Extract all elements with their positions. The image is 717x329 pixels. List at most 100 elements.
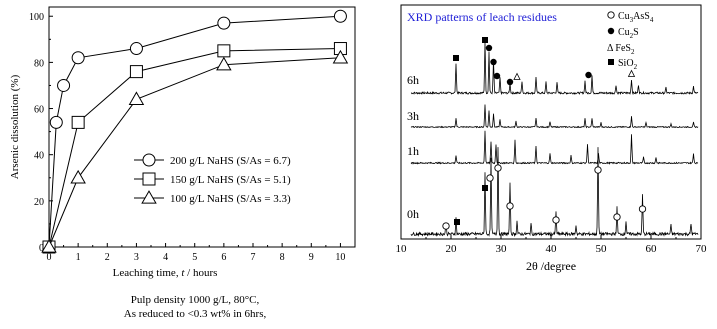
fes2-peak-marker xyxy=(513,72,521,80)
left-legend: 200 g/L NaHS (S/As = 6.7) 150 g/L NaHS (S… xyxy=(134,153,291,205)
legend-label: 100 g/L NaHS (S/As = 3.3) xyxy=(170,193,291,205)
circle-marker xyxy=(217,16,231,30)
legend-label: SiO2 xyxy=(618,58,638,71)
left-chart: 0 1 2 3 4 5 6 7 8 9 10 0 20 40 60 80 100 Leaching time,… xyxy=(9,6,356,279)
square-marker xyxy=(71,115,85,129)
legend-filled-square-icon xyxy=(608,59,614,65)
series-triangle xyxy=(41,49,349,253)
y-tick-label: 40 xyxy=(34,151,44,162)
cu3ass4-peak-marker xyxy=(613,213,621,221)
left-x-axis-label: Leaching time, t / hours xyxy=(113,267,218,279)
x-tick-label: 5 xyxy=(192,252,197,263)
x-tick-label: 20 xyxy=(446,243,458,255)
trace-label: 0h xyxy=(407,207,419,221)
right-x-ticks: 10 20 30 40 50 60 70 xyxy=(396,235,708,255)
cu3ass4-peak-marker xyxy=(594,166,602,174)
triangle-marker xyxy=(216,56,232,71)
series-line xyxy=(48,15,341,248)
cu3ass4-peak-marker xyxy=(552,216,560,224)
sio2-peak-marker xyxy=(482,37,488,43)
left-y-axis-label: Arsenic dissolution (%) xyxy=(9,74,21,179)
x-tick-label: 6 xyxy=(221,252,226,263)
triangle-marker xyxy=(70,169,86,184)
x-tick-label: 9 xyxy=(309,252,314,263)
trace-label: 3h xyxy=(407,109,419,123)
y-tick-label: 0 xyxy=(39,243,44,254)
right-chart-title: XRD patterns of leach residues xyxy=(407,10,557,24)
x-tick-label: 2 xyxy=(105,252,110,263)
cu2s-peak-marker xyxy=(493,72,501,80)
legend-open-circle-icon xyxy=(607,11,615,19)
sio2-peak-marker xyxy=(454,219,460,225)
right-chart: XRD patterns of leach residues 10 20 30 40 5… xyxy=(396,4,708,273)
series-square xyxy=(42,42,347,254)
fes2-peak-marker xyxy=(627,69,636,77)
triangle-marker xyxy=(41,239,57,253)
y-tick-label: 100 xyxy=(29,12,44,23)
legend-filled-circle-icon xyxy=(607,27,615,35)
legend-label: Cu3AsS4 xyxy=(618,11,654,24)
xrd-trace-3h xyxy=(410,104,699,129)
cu2s-peak-marker xyxy=(585,71,592,79)
left-series xyxy=(41,9,349,254)
legend-label: 200 g/L NaHS (S/As = 6.7) xyxy=(170,155,291,167)
cu3ass4-peak-marker xyxy=(638,205,647,213)
x-tick-label: 0 xyxy=(47,252,52,263)
x-tick-label: 60 xyxy=(646,243,658,255)
caption-line-2: As reduced to <0.3 wt% in 6hrs, xyxy=(123,308,267,320)
x-tick-label: 40 xyxy=(546,243,558,255)
cu2s-peak-marker xyxy=(506,78,514,86)
y-tick-label: 20 xyxy=(34,197,44,208)
square-marker xyxy=(217,44,231,58)
series-line xyxy=(48,48,341,248)
circle-marker xyxy=(142,153,156,167)
x-tick-label: 8 xyxy=(280,252,285,263)
right-x-axis-label: 2θ /degree xyxy=(526,259,576,273)
series-line xyxy=(48,57,341,248)
right-traces: 6h 3h 1h 0h xyxy=(407,41,699,238)
left-x-ticks: 0 1 2 3 4 5 6 7 8 9 10 xyxy=(47,243,345,263)
x-tick-label: 10 xyxy=(396,243,408,255)
right-peak-markers xyxy=(442,37,647,230)
xrd-trace-0h xyxy=(410,147,699,238)
legend-label: Δ FeS2 xyxy=(607,43,635,56)
right-plot-frame xyxy=(400,4,702,240)
legend-label: Cu2S xyxy=(618,27,639,40)
xrd-trace-1h xyxy=(410,130,699,165)
x-tick-label: 4 xyxy=(163,252,168,263)
triangle-marker xyxy=(141,190,157,204)
x-tick-label: 3 xyxy=(134,252,139,263)
triangle-marker xyxy=(332,49,349,64)
x-tick-label: 7 xyxy=(251,252,256,263)
legend-item-open-circle: Cu3AsS4 xyxy=(607,11,654,24)
circle-marker xyxy=(57,78,71,92)
trace-label: 6h xyxy=(407,73,419,87)
cu3ass4-peak-marker xyxy=(506,202,514,210)
y-tick-label: 60 xyxy=(34,105,44,116)
x-tick-label: 70 xyxy=(696,243,708,255)
cu3ass4-peak-marker xyxy=(486,174,494,182)
circle-marker xyxy=(129,42,143,56)
cu2s-peak-marker xyxy=(485,44,493,52)
circle-marker xyxy=(71,51,85,65)
sio2-peak-marker xyxy=(482,185,488,191)
cu3ass4-peak-marker xyxy=(494,164,502,172)
legend-item-filled-square: SiO2 xyxy=(608,58,638,71)
right-legend: Cu3AsS4 Cu2S Δ FeS2 SiO2 xyxy=(607,11,654,71)
xrd-trace-6h xyxy=(410,41,699,96)
caption-line-1: Pulp density 1000 g/L, 80°C, xyxy=(130,294,260,306)
circle-marker xyxy=(333,9,347,23)
x-tick-label: 10 xyxy=(335,252,345,263)
x-tick-label: 50 xyxy=(596,243,608,255)
legend-label: 150 g/L NaHS (S/As = 5.1) xyxy=(170,174,291,186)
left-plot-frame xyxy=(48,6,356,248)
triangle-marker xyxy=(128,91,145,105)
cu3ass4-peak-marker xyxy=(442,222,450,230)
circle-marker xyxy=(49,115,63,129)
series-circle xyxy=(42,9,347,254)
cu2s-peak-marker xyxy=(490,58,497,66)
trace-label: 1h xyxy=(407,144,419,158)
legend-item-delta: Δ FeS2 xyxy=(607,43,635,56)
sio2-peak-marker xyxy=(453,55,459,61)
